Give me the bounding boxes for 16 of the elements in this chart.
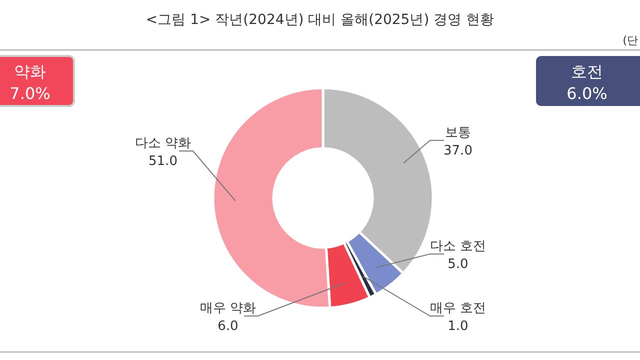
text: 호전 xyxy=(571,62,603,81)
text: 7.0% xyxy=(10,84,50,103)
data-label: 1.0 xyxy=(448,319,468,334)
data-label: 37.0 xyxy=(444,143,472,158)
slice-label: 다소 호전 xyxy=(430,239,486,254)
data-label: 5.0 xyxy=(448,257,468,272)
slice-label: 보통 xyxy=(445,125,471,140)
data-label: 51.0 xyxy=(148,154,178,169)
text: 6.0% xyxy=(566,84,608,103)
slice-label: 매우 호전 xyxy=(430,301,486,316)
slice-label: 다소 약화 xyxy=(134,136,192,151)
text: (단 xyxy=(622,34,638,47)
data-label: 6.0 xyxy=(218,319,238,334)
slice-label: 매우 약화 xyxy=(200,301,256,316)
text: 약화 xyxy=(14,62,46,81)
chart-title: <그림 1> 작년(2024년) 대비 올해(2025년) 경영 현황 xyxy=(146,12,494,28)
